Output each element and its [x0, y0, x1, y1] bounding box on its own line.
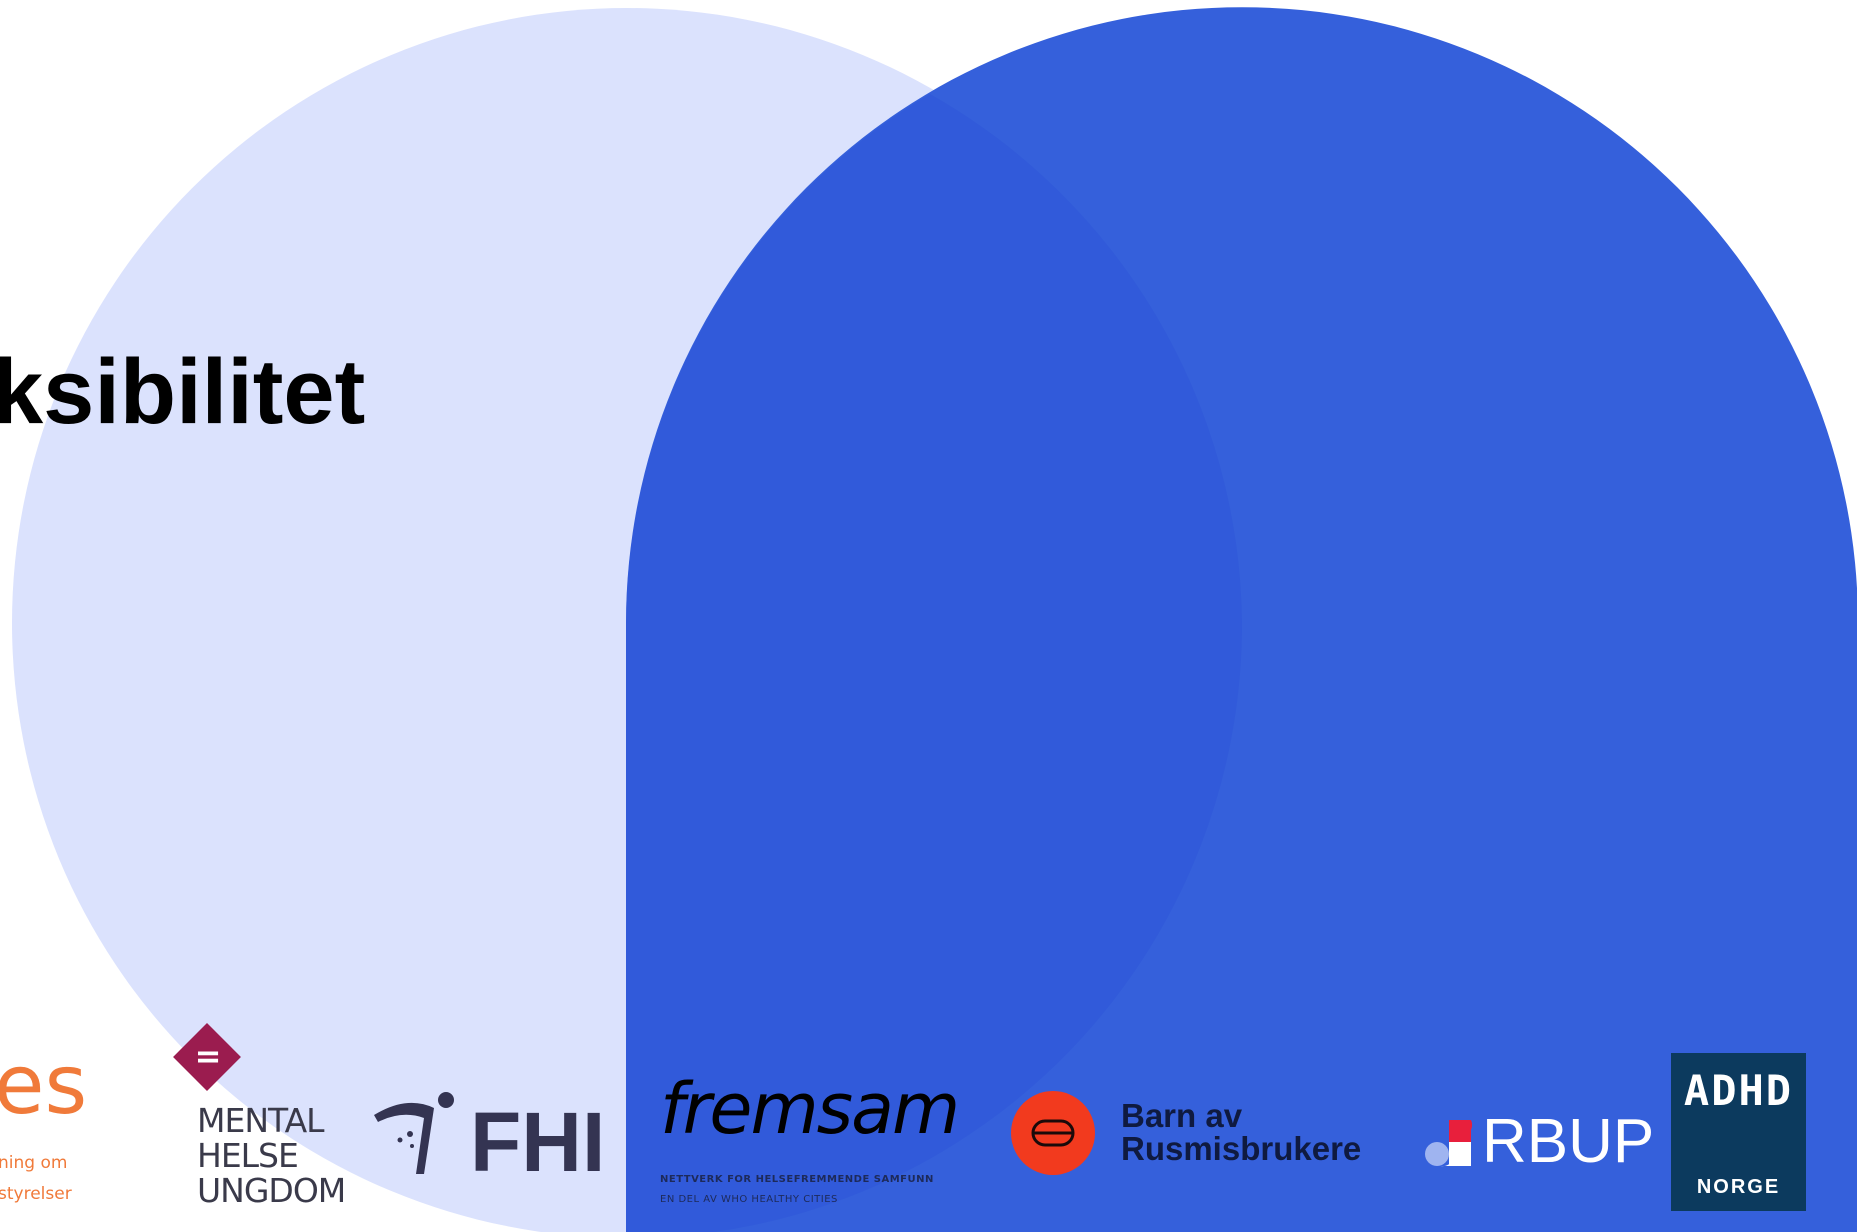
orange-logo-line1: ning om — [0, 1153, 68, 1173]
mental-helse-ungdom-logo-text: MENTAL HELSE UNGDOM — [197, 1101, 346, 1210]
adhd-norge-logo-box — [1671, 1053, 1806, 1211]
orange-logo-mark: es — [0, 1038, 88, 1133]
barn-av-rusmisbrukere-logo-text: Barn av Rusmisbrukere — [1121, 1097, 1362, 1167]
rbup-logo-text: RBUP — [1482, 1107, 1655, 1176]
fhi-figure-icon — [374, 1092, 454, 1174]
rbup-symbol-icon — [1425, 1120, 1473, 1167]
adhd-logo-mark: ADHD — [1683, 1066, 1794, 1115]
adhd-norge-logo-text: NORGE — [1696, 1176, 1781, 1198]
fhi-logo-text: FHI — [470, 1095, 606, 1189]
overlap-region — [626, 94, 1243, 1232]
slide-title: ksibilitet — [0, 341, 366, 443]
fremsam-subtitle-1: NETTVERK FOR HELSEFREMMENDE SAMFUNN — [660, 1174, 934, 1185]
barn-av-rusmisbrukere-circle-icon — [1011, 1091, 1095, 1175]
fremsam-subtitle-2: EN DEL AV WHO HEALTHY CITIES — [660, 1194, 838, 1205]
fremsam-logo-text: fremsam — [660, 1068, 960, 1150]
mental-helse-equals-icon: = — [194, 1037, 222, 1075]
orange-logo-line2: styrelser — [0, 1184, 72, 1204]
